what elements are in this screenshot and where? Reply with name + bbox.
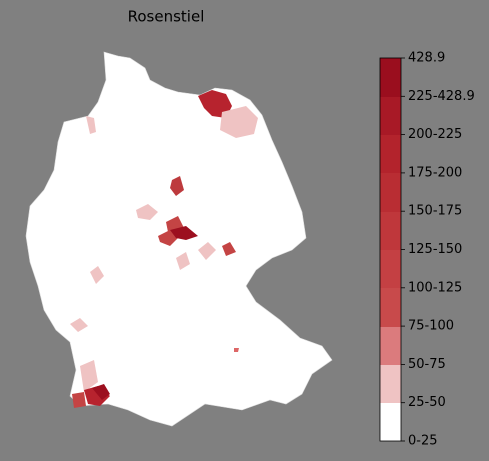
region xyxy=(220,106,258,138)
region xyxy=(198,90,232,118)
colorbar-label: 200-225 xyxy=(408,127,462,142)
region xyxy=(92,384,110,400)
colorbar-band xyxy=(380,135,401,173)
colorbar-band xyxy=(380,250,401,288)
region xyxy=(72,392,86,408)
region xyxy=(222,242,236,256)
region xyxy=(90,266,104,284)
colorbar-band xyxy=(380,327,401,365)
colorbar-label: 175-200 xyxy=(408,165,462,180)
colorbar-label: 50-75 xyxy=(408,357,446,372)
country-outline xyxy=(25,51,333,427)
colorbar-band xyxy=(380,97,401,135)
region xyxy=(170,176,184,196)
region xyxy=(234,348,239,352)
region xyxy=(70,318,88,332)
colorbar-label: 75-100 xyxy=(408,319,454,334)
germany-map xyxy=(25,51,333,427)
colorbar-band xyxy=(380,403,401,441)
colorbar-band xyxy=(380,212,401,250)
region xyxy=(86,116,96,134)
colorbar-label: 150-175 xyxy=(408,204,462,219)
colorbar-label: 428.9 xyxy=(408,51,445,66)
colorbar-label: 225-428.9 xyxy=(408,89,475,104)
region xyxy=(80,360,98,392)
colorbar-band xyxy=(380,173,401,212)
colorbar-label: 0-25 xyxy=(408,434,438,449)
colorbar-band xyxy=(380,58,401,97)
colorbar-band xyxy=(380,288,401,327)
colorbar: 0-25 25-50 50-75 75-100 100-125 125-150 150-17… xyxy=(379,51,475,449)
colorbar-band xyxy=(380,365,401,403)
region xyxy=(170,226,198,240)
colorbar-label: 125-150 xyxy=(408,242,462,257)
colorbar-label: 100-125 xyxy=(408,280,462,295)
colorbar-label: 25-50 xyxy=(408,395,446,410)
colorbar-labels: 0-25 25-50 50-75 75-100 100-125 125-150 150-17… xyxy=(401,51,475,449)
region xyxy=(136,204,158,220)
region xyxy=(176,252,190,270)
map-title: Rosenstiel xyxy=(128,8,205,26)
region xyxy=(198,242,216,260)
